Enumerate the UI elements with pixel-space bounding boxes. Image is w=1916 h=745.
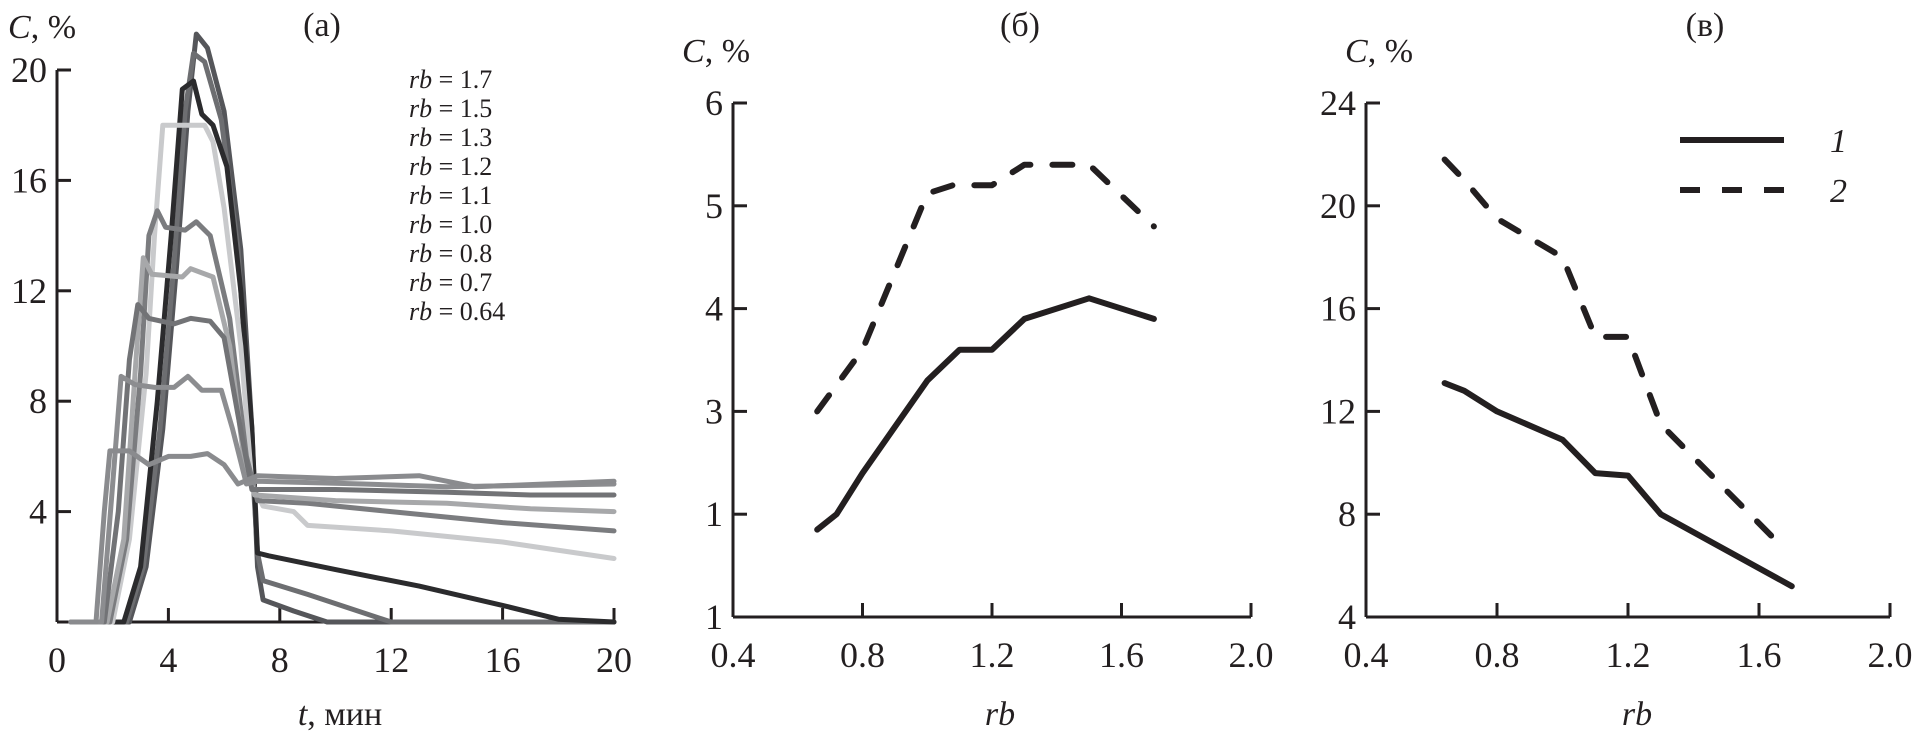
- y-tick-label: 16: [11, 160, 47, 200]
- x-axis-label-unit: , мин: [307, 696, 382, 733]
- y-tick-label: 1: [705, 597, 723, 637]
- x-axis-label-var: rb: [985, 696, 1015, 733]
- y-tick-label: 16: [1320, 289, 1356, 329]
- y-axis-label-unit: , %: [1368, 33, 1413, 70]
- x-tick-label: 4: [159, 640, 177, 680]
- y-tick-label: 1: [705, 494, 723, 534]
- legend-entry: rb = 1.3: [409, 123, 492, 152]
- series-line-rb-0.64: [68, 448, 617, 625]
- x-tick-label: 1.2: [970, 635, 1015, 675]
- panel-title: (в): [1686, 7, 1725, 44]
- legend-entry-value: = 1.3: [432, 123, 492, 152]
- x-tick-label: 0.4: [1344, 635, 1389, 675]
- legend-entry-var: rb: [409, 210, 432, 239]
- series-line-rb-1.2: [68, 122, 617, 625]
- legend-entry: rb = 0.64: [409, 297, 505, 326]
- legend-entry-value: = 0.64: [432, 297, 505, 326]
- legend-entry-value: = 1.0: [432, 210, 492, 239]
- x-axis-label: rb: [1622, 696, 1652, 733]
- y-tick-label: 20: [1320, 186, 1356, 226]
- x-tick-label: 2.0: [1229, 635, 1274, 675]
- y-tick-label: 8: [29, 381, 47, 421]
- y-tick-label: 4: [705, 289, 723, 329]
- y-axis-label-var: C: [1345, 33, 1368, 70]
- x-tick-label: 1.2: [1606, 635, 1651, 675]
- legend-entry-value: = 1.2: [432, 152, 492, 181]
- legend-entry-var: rb: [409, 297, 432, 326]
- y-tick-label: 4: [1338, 597, 1356, 637]
- x-tick-label: 16: [485, 640, 521, 680]
- series-line-1: [1441, 380, 1795, 590]
- y-tick-label: 12: [11, 271, 47, 311]
- x-tick-label: 1.6: [1737, 635, 1782, 675]
- x-tick-label: 1.6: [1099, 635, 1144, 675]
- legend-entry-var: rb: [409, 239, 432, 268]
- series-line-rb-0.8: [68, 302, 617, 625]
- x-tick-label: 0: [48, 640, 66, 680]
- x-tick-label: 0.8: [840, 635, 885, 675]
- y-axis-label: C, %: [1345, 33, 1413, 70]
- legend-entry-value: = 0.7: [432, 268, 492, 297]
- panel-title: (a): [303, 7, 341, 44]
- legend-entry: rb = 1.2: [409, 152, 492, 181]
- y-tick-label: 3: [705, 391, 723, 431]
- x-tick-label: 0.8: [1475, 635, 1520, 675]
- legend-entry: rb = 1.0: [409, 210, 492, 239]
- series-line-rb-1.7: [68, 31, 617, 625]
- legend-label: 2: [1830, 173, 1847, 210]
- y-tick-label: 4: [29, 492, 47, 532]
- series-line-rb-0.7: [68, 373, 617, 625]
- legend-entry-value: = 1.5: [432, 94, 492, 123]
- legend-entry: rb = 1.5: [409, 94, 492, 123]
- series-line-2: [1441, 156, 1779, 543]
- series-line-2: [814, 161, 1157, 415]
- x-axis-label: rb: [985, 696, 1015, 733]
- legend-entry: rb = 1.1: [409, 181, 492, 210]
- panel-title: (б): [1000, 7, 1040, 44]
- legend-entry-value: = 0.8: [432, 239, 492, 268]
- x-axis-label: t, мин: [298, 696, 382, 733]
- y-tick-label: 8: [1338, 494, 1356, 534]
- y-axis-label-unit: , %: [31, 9, 76, 46]
- legend-entry-var: rb: [409, 123, 432, 152]
- series-line-rb-1.5: [68, 50, 617, 625]
- legend-entry-var: rb: [409, 65, 432, 94]
- legend-entry: rb = 1.7: [409, 65, 492, 94]
- x-axis-label-var: t: [298, 696, 309, 733]
- x-tick-label: 12: [373, 640, 409, 680]
- legend-entry: rb = 0.7: [409, 268, 492, 297]
- series-line-rb-1.1: [68, 208, 617, 625]
- y-axis-label-var: C: [682, 33, 705, 70]
- legend-entry-value: = 1.1: [432, 181, 492, 210]
- x-tick-label: 2.0: [1868, 635, 1913, 675]
- series-line-1: [814, 295, 1157, 533]
- panel-2: 1 1 3 4 5 6 0.4 0.8 1.2 1.6 2.0 (б) C, % rb: [682, 7, 1274, 733]
- y-tick-label: 20: [11, 50, 47, 90]
- legend-entry-var: rb: [409, 152, 432, 181]
- series-line-rb-1.3: [68, 78, 617, 625]
- y-tick-label: 6: [705, 83, 723, 123]
- legend-entry-value: = 1.7: [432, 65, 492, 94]
- legend-label: 1: [1830, 123, 1847, 160]
- x-tick-label: 20: [596, 640, 632, 680]
- legend-entry-var: rb: [409, 181, 432, 210]
- x-axis-label-var: rb: [1622, 696, 1652, 733]
- series-line-rb-1.0: [68, 255, 617, 625]
- x-tick-label: 0.4: [711, 635, 756, 675]
- y-tick-label: 5: [705, 186, 723, 226]
- legend-entry-var: rb: [409, 94, 432, 123]
- legend-entry: rb = 0.8: [409, 239, 492, 268]
- x-tick-label: 8: [271, 640, 289, 680]
- y-axis-label: C, %: [8, 9, 76, 46]
- legend-entry-var: rb: [409, 268, 432, 297]
- y-tick-label: 12: [1320, 391, 1356, 431]
- y-tick-label: 24: [1320, 83, 1356, 123]
- y-axis-label-var: C: [8, 9, 31, 46]
- y-axis-label-unit: , %: [705, 33, 750, 70]
- y-axis-label: C, %: [682, 33, 750, 70]
